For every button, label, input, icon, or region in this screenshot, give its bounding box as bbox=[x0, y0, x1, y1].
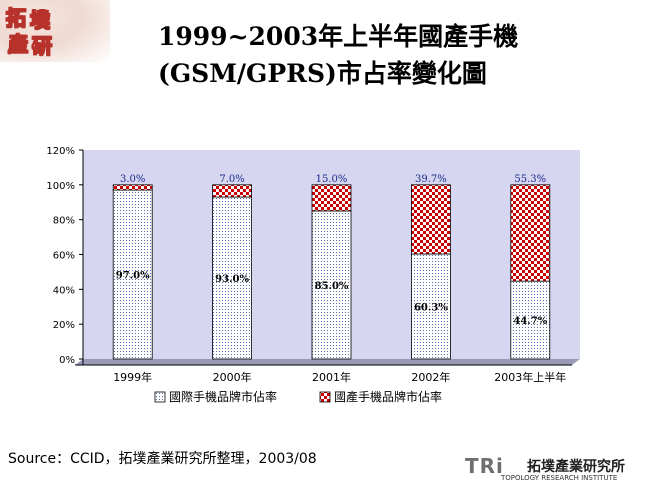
data-label-domestic: 7.0% bbox=[219, 174, 244, 185]
bar-domestic bbox=[410, 184, 451, 255]
y-tick-label: 40% bbox=[53, 285, 75, 296]
logo-char: 拓 bbox=[6, 6, 27, 31]
logo-char: 產 bbox=[8, 32, 29, 57]
tri-logo: TRi bbox=[465, 454, 504, 478]
data-label-international: 93.0% bbox=[215, 274, 249, 285]
bar-domestic bbox=[112, 184, 153, 191]
logo: 拓 墣 產 研 bbox=[0, 0, 110, 62]
data-label-international: 44.7% bbox=[513, 316, 547, 327]
y-tick-label: 60% bbox=[53, 251, 75, 262]
bar-domestic bbox=[510, 184, 551, 282]
page-title: 1999~2003年上半年國產手機 (GSM/GPRS)市占率變化圖 bbox=[158, 18, 518, 92]
x-tick-label: 1999年 bbox=[113, 370, 152, 384]
logo-char: 墣 bbox=[30, 8, 51, 33]
y-tick-label: 20% bbox=[53, 320, 75, 331]
y-tick-label: 0% bbox=[59, 355, 75, 366]
y-tick-label: 80% bbox=[53, 216, 75, 227]
legend-label-domestic: 國產手機品牌市佔率 bbox=[334, 389, 442, 404]
logo-char: 研 bbox=[32, 34, 53, 59]
y-tick-label: 100% bbox=[46, 181, 75, 192]
bar-international bbox=[510, 280, 551, 360]
plot-floor bbox=[75, 359, 580, 365]
brand-en: TOPOLOGY RESEARCH INSTITUTE bbox=[501, 474, 618, 482]
bar-international bbox=[212, 196, 253, 360]
data-label-domestic: 15.0% bbox=[316, 174, 348, 185]
bar-domestic bbox=[212, 184, 253, 198]
data-label-international: 60.3% bbox=[414, 302, 448, 313]
bar-international bbox=[311, 210, 352, 360]
x-tick-label: 2001年 bbox=[312, 370, 351, 384]
legend-swatch-international bbox=[154, 391, 166, 403]
data-label-domestic: 3.0% bbox=[120, 174, 145, 185]
x-tick-label: 2000年 bbox=[213, 370, 252, 384]
title-line-1: 1999~2003年上半年國產手機 bbox=[158, 22, 519, 51]
legend-label-international: 國際手機品牌市佔率 bbox=[169, 389, 277, 404]
x-tick-label: 2002年 bbox=[411, 370, 450, 384]
bar-domestic bbox=[311, 184, 352, 212]
data-label-international: 97.0% bbox=[116, 271, 150, 282]
source-note: Source：CCID，拓墣產業研究所整理，2003/08 bbox=[8, 451, 317, 467]
legend-swatch-domestic bbox=[319, 391, 331, 403]
x-tick-label: 2003年上半年 bbox=[494, 370, 566, 384]
y-tick-label: 120% bbox=[46, 146, 75, 157]
title-line-2: (GSM/GPRS)市占率變化圖 bbox=[158, 59, 487, 88]
data-label-international: 85.0% bbox=[315, 281, 349, 292]
footer-brand: TRi 拓墣產業研究所 TOPOLOGY RESEARCH INSTITUTE bbox=[465, 452, 645, 484]
data-label-domestic: 55.3% bbox=[514, 174, 546, 185]
bar-international bbox=[112, 189, 153, 360]
brand-cn: 拓墣產業研究所 bbox=[527, 459, 625, 475]
bar-international bbox=[410, 253, 451, 360]
data-label-domestic: 39.7% bbox=[415, 174, 447, 185]
